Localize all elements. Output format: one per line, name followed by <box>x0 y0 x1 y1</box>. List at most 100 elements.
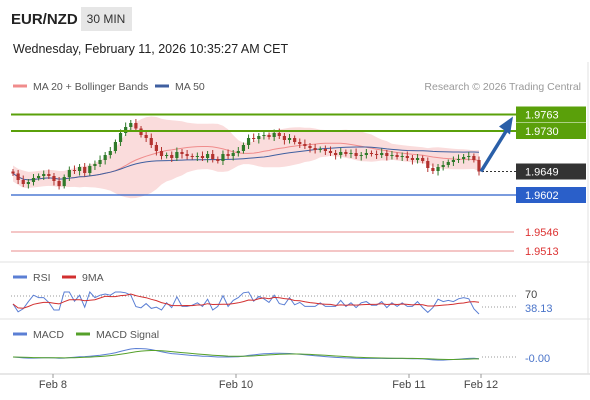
candle-body <box>108 151 112 155</box>
candle-body <box>170 155 174 158</box>
candle-body <box>195 156 199 157</box>
candle-body <box>57 181 61 186</box>
candle-body <box>246 138 251 145</box>
timestamp: Wednesday, February 11, 2026 10:35:27 AM… <box>13 42 289 56</box>
candle-body <box>462 157 466 159</box>
candle-body <box>374 154 379 155</box>
candle-body <box>42 174 46 176</box>
candle-body <box>426 161 430 168</box>
bollinger-band-area <box>13 116 479 199</box>
candle-body <box>144 135 148 138</box>
candle-body <box>52 176 56 181</box>
resistance-tag <box>516 106 586 123</box>
candle-body <box>185 154 189 156</box>
legend-rsi-label: RSI <box>33 272 51 284</box>
candle-body <box>456 159 461 160</box>
timeframe-badge[interactable] <box>81 7 132 31</box>
candle-body <box>241 145 246 151</box>
candle-body <box>257 136 261 139</box>
candle-body <box>282 136 287 140</box>
candle-body <box>216 159 220 161</box>
candle-body <box>436 167 440 171</box>
legend-macd-label: MACD <box>33 329 64 341</box>
candle-body <box>344 152 348 154</box>
candle-body <box>323 149 327 151</box>
candle-body <box>400 156 404 157</box>
candle-body <box>129 123 133 127</box>
candle-body <box>277 133 281 136</box>
candle-body <box>98 160 102 164</box>
candle-body <box>385 153 389 156</box>
candle-body <box>175 152 179 158</box>
candle-body <box>354 153 358 156</box>
projection-arrow <box>479 116 513 173</box>
resistance-tag-label: 1.9730 <box>525 126 559 138</box>
candle-body <box>405 156 409 158</box>
candle-body <box>134 123 138 129</box>
legend-macd-signal-label: MACD Signal <box>96 329 159 341</box>
candle-body <box>93 164 97 166</box>
candle-body <box>16 173 20 180</box>
candle-body <box>467 156 471 157</box>
candle-body <box>21 180 25 184</box>
price-levels: 1.9763 1.9730 1.9649 1.9602 1.9546 1.9513 <box>11 106 586 258</box>
candle-body <box>303 144 307 146</box>
support-tag-label: 1.9602 <box>525 190 559 202</box>
candle-body <box>77 167 82 171</box>
candle-body <box>293 138 297 142</box>
candle-body <box>451 160 455 162</box>
candle-body <box>83 167 87 173</box>
candle-body <box>421 158 425 161</box>
currency-pair: EUR/NZD <box>11 11 78 28</box>
ma50-line <box>12 146 480 181</box>
current-price-label: 1.9649 <box>525 167 559 179</box>
rsi-level-label: 70 <box>525 289 537 301</box>
candle-body <box>267 135 271 137</box>
candle-body <box>364 153 368 155</box>
candle-body <box>262 135 266 136</box>
candle-body <box>472 156 476 160</box>
candle-body <box>211 154 215 159</box>
candle-body <box>62 177 66 186</box>
candle-body <box>165 155 169 156</box>
candle-body <box>118 133 123 142</box>
legend-ma50-label: MA 50 <box>175 81 205 93</box>
candle-body <box>410 158 415 160</box>
candle-body <box>11 171 15 174</box>
x-tick-label: Feb 12 <box>464 379 498 391</box>
support-red-label: 1.9513 <box>525 246 559 258</box>
candle-body <box>67 170 71 177</box>
projection-arrow-head <box>499 116 513 135</box>
candle-body <box>415 158 420 160</box>
candle-body <box>200 156 205 158</box>
candle-body <box>369 153 374 154</box>
candle-body <box>359 155 363 156</box>
rsi-panel <box>11 291 516 315</box>
candle-body <box>272 133 276 137</box>
candle-body <box>226 154 230 156</box>
candle-body <box>328 151 333 153</box>
projection-arrow-shaft <box>479 125 511 173</box>
x-axis: Feb 8 Feb 10 Feb 11 Feb 12 <box>39 374 498 391</box>
candle-body <box>26 182 30 184</box>
candle-body <box>390 155 394 156</box>
current-price-tag <box>516 163 586 180</box>
rsi-line <box>12 291 480 315</box>
price-panel <box>11 116 481 199</box>
candle-body <box>180 152 184 154</box>
candle-body <box>287 138 292 140</box>
candle-body <box>308 146 312 148</box>
candle-body <box>318 149 322 150</box>
candle-body <box>231 153 235 156</box>
support-red-label: 1.9546 <box>525 227 559 239</box>
rsi-ma-line <box>12 293 480 309</box>
timeframe-label: 30 MIN <box>87 12 126 26</box>
rsi-value-label: 38.13 <box>525 303 553 315</box>
candle-body <box>190 156 194 157</box>
candle-body <box>339 152 343 155</box>
candle-body <box>236 151 240 153</box>
resistance-tag-label: 1.9763 <box>525 110 559 122</box>
x-tick-label: Feb 10 <box>219 379 253 391</box>
candle-body <box>313 148 317 150</box>
